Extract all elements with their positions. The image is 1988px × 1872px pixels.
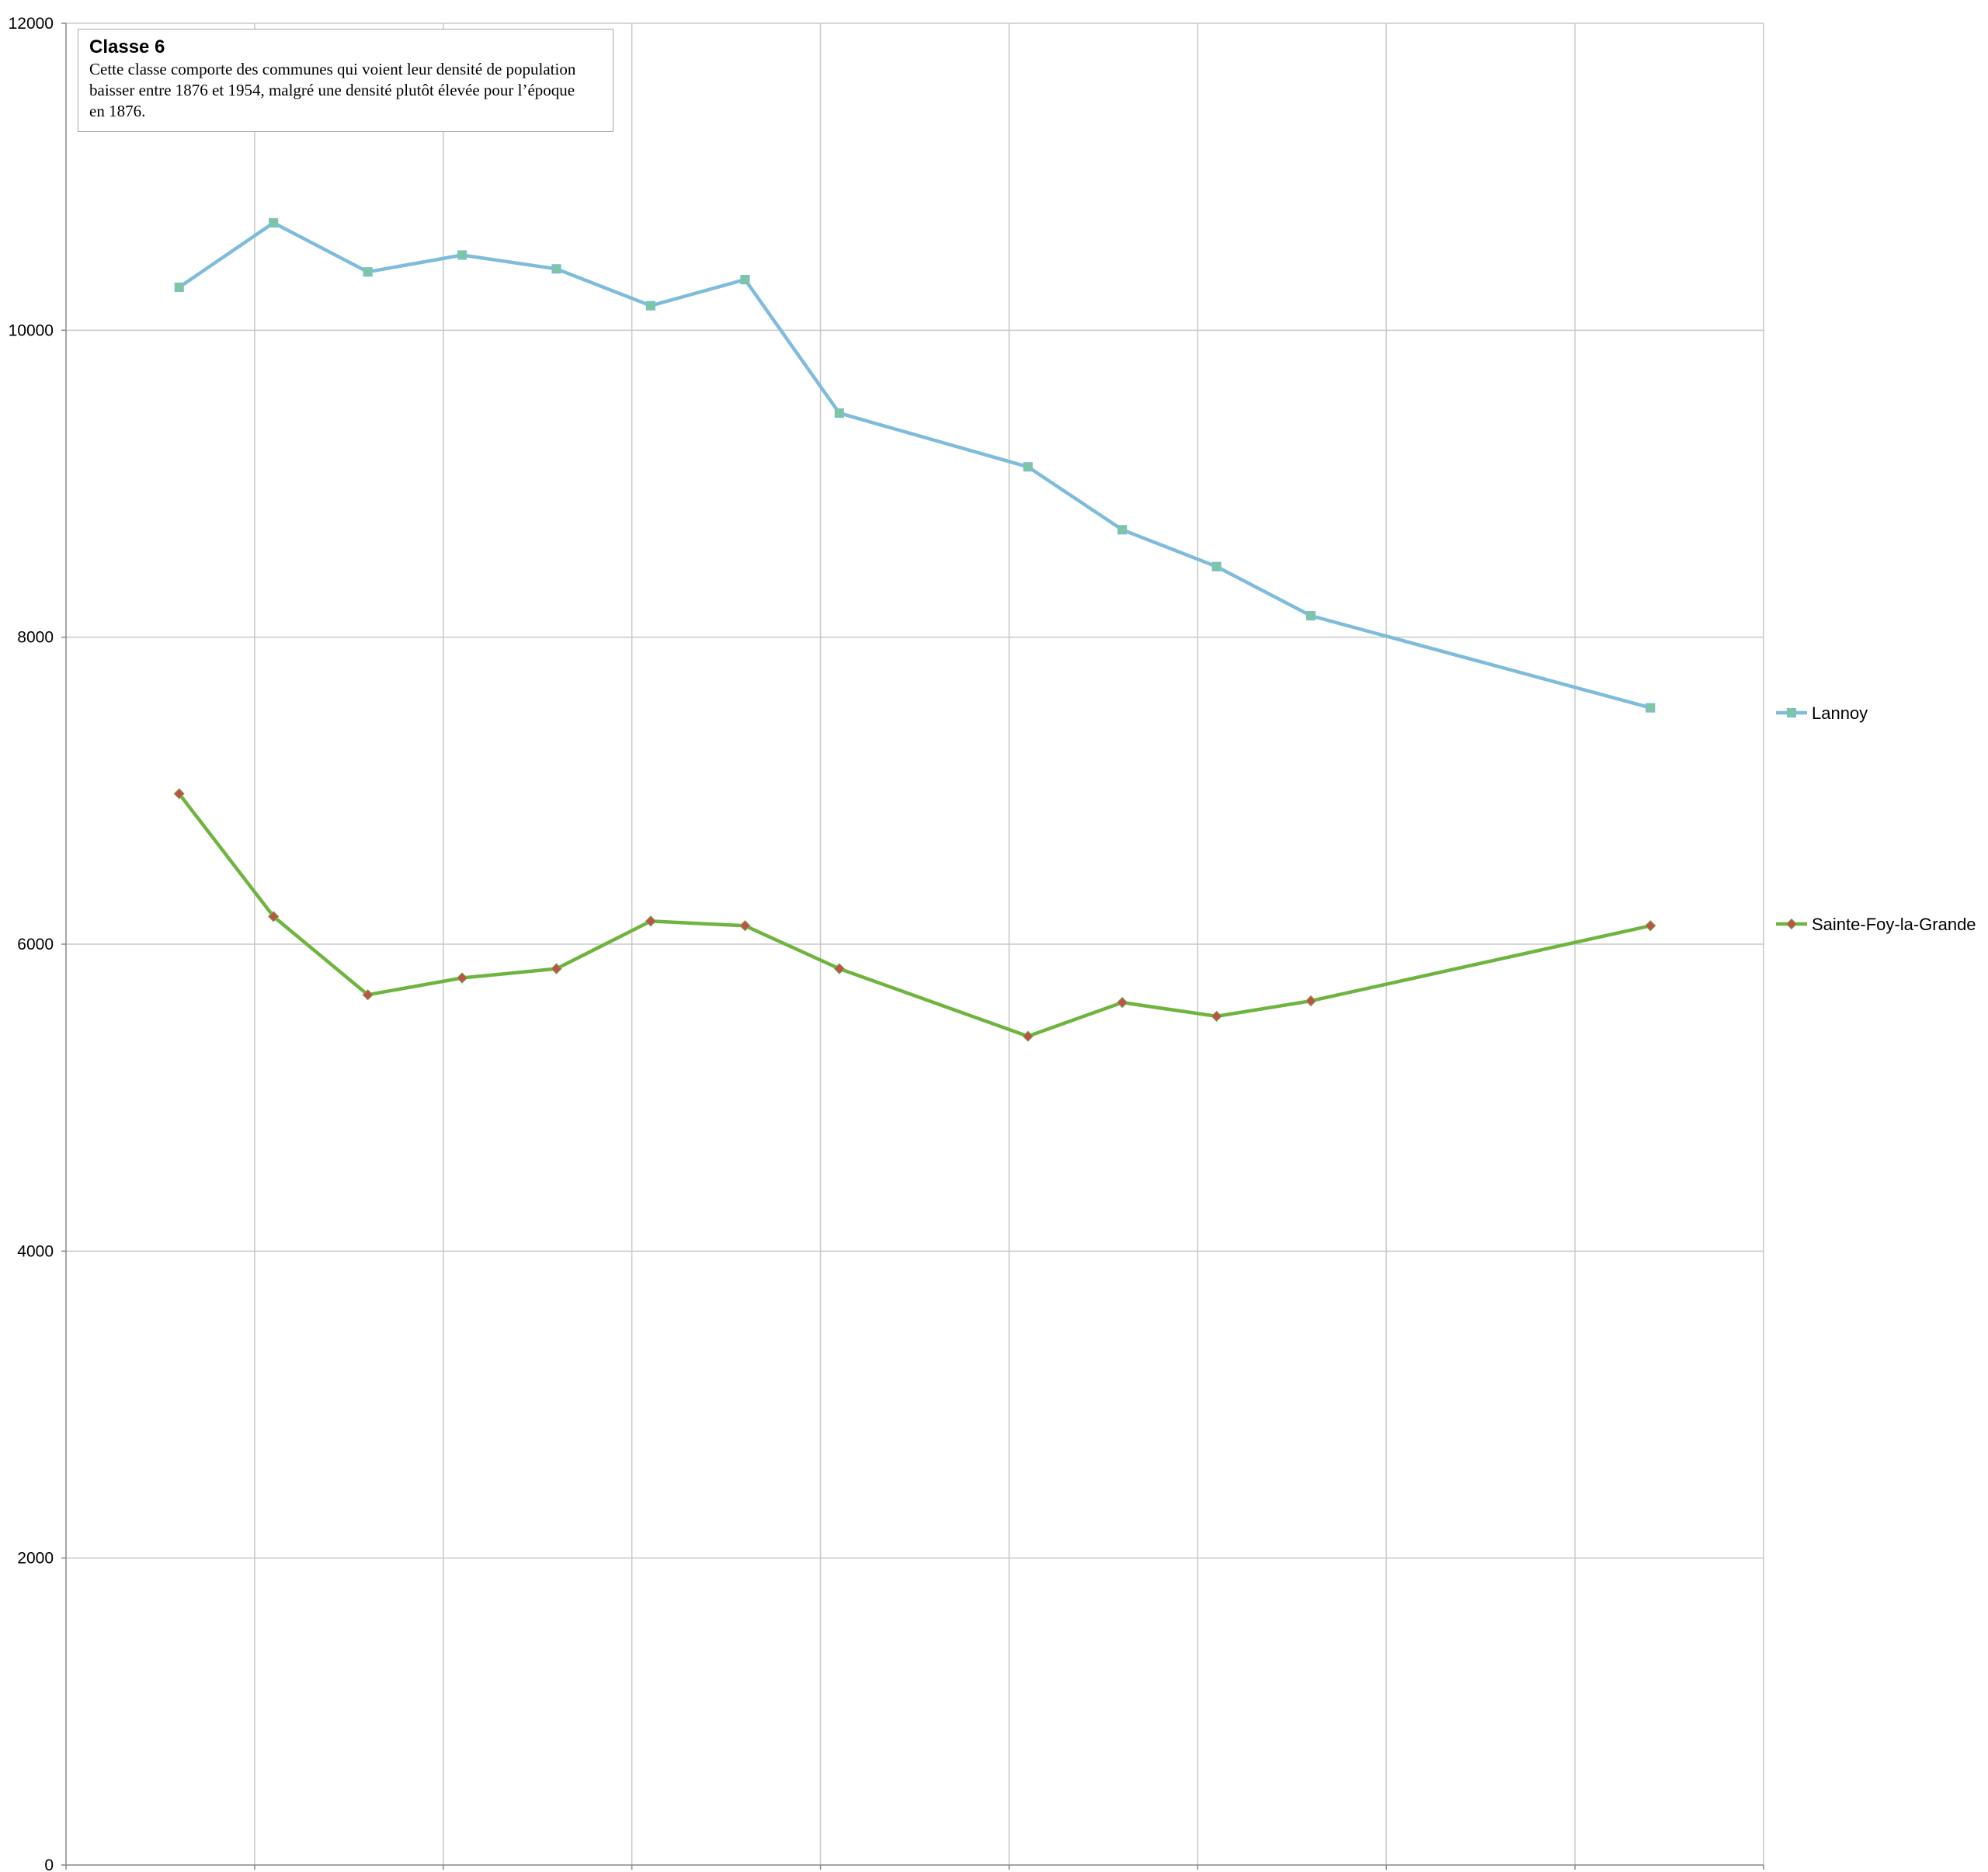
y-tick-label: 4000	[17, 1242, 54, 1260]
data-point	[739, 920, 751, 932]
y-tick-label: 2000	[17, 1550, 54, 1568]
data-point	[1646, 703, 1656, 713]
data-point	[1305, 995, 1317, 1007]
y-tick-label: 12000	[9, 15, 54, 33]
annotation-box: Classe 6 Cette classe comporte des commu…	[78, 29, 613, 132]
data-series	[173, 217, 1656, 1042]
data-point	[1305, 610, 1316, 621]
legend-item: Lannoy	[1776, 703, 1868, 723]
y-tick-label: 0	[44, 1856, 54, 1872]
data-point	[1117, 525, 1128, 535]
data-point	[1116, 996, 1128, 1009]
series-line	[177, 792, 1651, 1038]
series-lannoy	[174, 217, 1656, 713]
data-point	[1645, 920, 1656, 932]
data-point	[551, 963, 562, 974]
series-line	[178, 221, 1651, 710]
data-point	[173, 788, 185, 800]
data-point	[457, 250, 467, 260]
legend-label: Sainte-Foy-la-Grande	[1812, 915, 1976, 934]
data-point	[833, 963, 846, 974]
data-point	[269, 217, 279, 228]
legend-swatch-marker	[1786, 707, 1797, 718]
legend: Lannoy Sainte-Foy-la-Grande	[1776, 703, 1976, 934]
annotation-title: Classe 6	[89, 36, 165, 57]
y-tick-label: 8000	[17, 629, 54, 647]
data-point	[362, 989, 374, 1001]
data-point	[456, 972, 468, 984]
legend-item: Sainte-Foy-la-Grande	[1776, 915, 1976, 934]
data-point	[740, 275, 750, 285]
tick-labels: 1870188018901900191019201930194019501960…	[9, 15, 54, 1872]
series-sainte-foy-la-grande	[173, 788, 1656, 1042]
data-point	[267, 911, 280, 922]
data-point	[834, 408, 844, 419]
data-point	[1211, 561, 1222, 571]
y-tick-label: 10000	[9, 321, 54, 339]
data-point	[645, 300, 656, 311]
grid-lines	[66, 23, 1764, 1865]
data-point	[645, 915, 657, 927]
data-point	[174, 282, 184, 293]
data-point	[1023, 462, 1033, 472]
annotation-text: Cette classe comporte des communes qui v…	[89, 60, 576, 120]
data-point	[1211, 1010, 1222, 1023]
data-point	[1022, 1030, 1034, 1042]
legend-swatch-marker	[1785, 918, 1798, 930]
data-point	[363, 267, 373, 277]
data-point	[551, 264, 561, 274]
legend-label: Lannoy	[1812, 703, 1868, 723]
axes	[61, 23, 1764, 1870]
y-tick-label: 6000	[17, 936, 54, 953]
